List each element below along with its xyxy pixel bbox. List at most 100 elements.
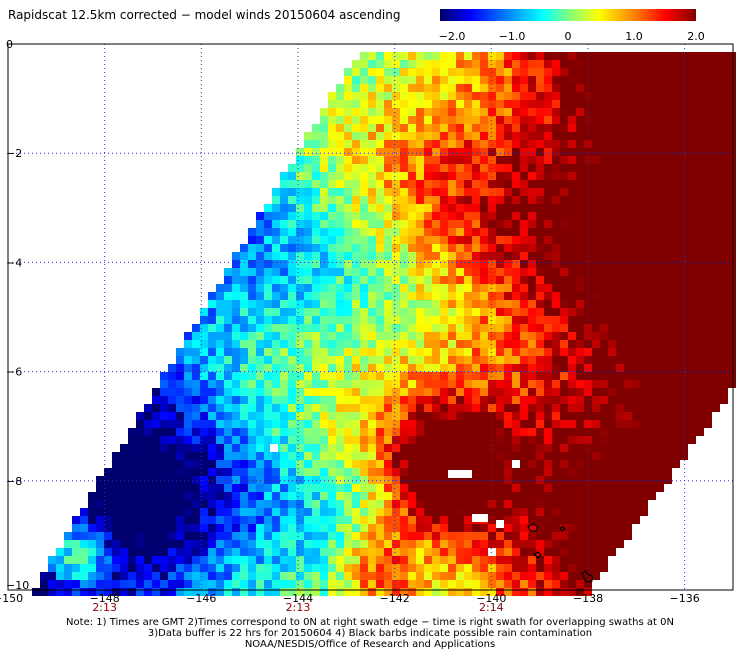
data-cell [416, 212, 424, 220]
data-cell [600, 556, 608, 564]
data-cell [640, 460, 648, 468]
data-cell [352, 60, 360, 68]
data-cell [464, 324, 472, 332]
data-cell [424, 540, 432, 548]
data-cell [384, 116, 392, 124]
data-cell [160, 428, 168, 436]
data-cell [696, 68, 704, 76]
data-cell [624, 196, 632, 204]
data-cell [120, 572, 128, 580]
data-cell [360, 460, 368, 468]
data-cell [280, 484, 288, 492]
data-cell [224, 308, 232, 316]
data-cell [144, 524, 152, 532]
data-cell [352, 324, 360, 332]
data-cell [456, 308, 464, 316]
data-cell [560, 188, 568, 196]
data-cell [256, 388, 264, 396]
data-cell [480, 220, 488, 228]
data-cell [632, 156, 640, 164]
data-cell [176, 372, 184, 380]
data-cell [360, 556, 368, 564]
data-cell [136, 460, 144, 468]
longitude-tick-label: −136 [670, 592, 700, 605]
data-cell [504, 244, 512, 252]
data-cell [320, 196, 328, 204]
data-cell [608, 252, 616, 260]
data-cell [544, 348, 552, 356]
data-cell [312, 348, 320, 356]
data-cell [688, 276, 696, 284]
data-cell [192, 348, 200, 356]
data-cell [376, 188, 384, 196]
data-cell [352, 476, 360, 484]
data-cell [728, 116, 736, 124]
data-cell [424, 588, 432, 596]
data-cell [192, 484, 200, 492]
data-cell [168, 364, 176, 372]
data-cell [280, 228, 288, 236]
data-cell [672, 252, 680, 260]
data-cell [608, 436, 616, 444]
data-cell [272, 420, 280, 428]
data-cell [336, 500, 344, 508]
note-line: Note: 1) Times are GMT 2)Times correspon… [66, 617, 674, 628]
data-cell [208, 324, 216, 332]
data-cell [328, 156, 336, 164]
data-cell [608, 460, 616, 468]
data-cell [432, 492, 440, 500]
data-cell [416, 284, 424, 292]
data-cell [296, 252, 304, 260]
data-cell [640, 508, 648, 516]
data-cell [88, 508, 96, 516]
data-cell [464, 500, 472, 508]
data-cell [504, 236, 512, 244]
data-cell [368, 324, 376, 332]
data-cell [544, 292, 552, 300]
data-cell [472, 476, 480, 484]
data-cell [200, 356, 208, 364]
data-cell [280, 220, 288, 228]
data-cell [392, 524, 400, 532]
data-cell [328, 100, 336, 108]
data-cell [600, 284, 608, 292]
data-cell [344, 380, 352, 388]
data-cell [536, 260, 544, 268]
data-cell [624, 268, 632, 276]
data-cell [648, 60, 656, 68]
data-cell [456, 52, 464, 60]
data-cell [520, 412, 528, 420]
data-cell [328, 92, 336, 100]
data-cell [120, 516, 128, 524]
data-cell [680, 324, 688, 332]
data-cell [504, 308, 512, 316]
data-cell [680, 172, 688, 180]
data-cell [568, 556, 576, 564]
data-cell [416, 300, 424, 308]
data-cell [592, 52, 600, 60]
data-cell [536, 76, 544, 84]
data-cell [560, 348, 568, 356]
data-cell [520, 532, 528, 540]
data-cell [304, 316, 312, 324]
data-cell [632, 92, 640, 100]
data-cell [520, 52, 528, 60]
data-cell [240, 452, 248, 460]
data-cell [600, 468, 608, 476]
data-cell [416, 220, 424, 228]
data-cell [128, 500, 136, 508]
data-cell [608, 404, 616, 412]
data-cell [144, 556, 152, 564]
data-cell [408, 284, 416, 292]
data-cell [640, 76, 648, 84]
data-cell [392, 164, 400, 172]
data-cell [712, 140, 720, 148]
data-cell [648, 340, 656, 348]
data-cell [224, 396, 232, 404]
map-frame [7, 43, 734, 591]
data-cell [672, 52, 680, 60]
data-cell [312, 540, 320, 548]
data-cell [512, 316, 520, 324]
data-cell [152, 460, 160, 468]
data-cell [544, 100, 552, 108]
